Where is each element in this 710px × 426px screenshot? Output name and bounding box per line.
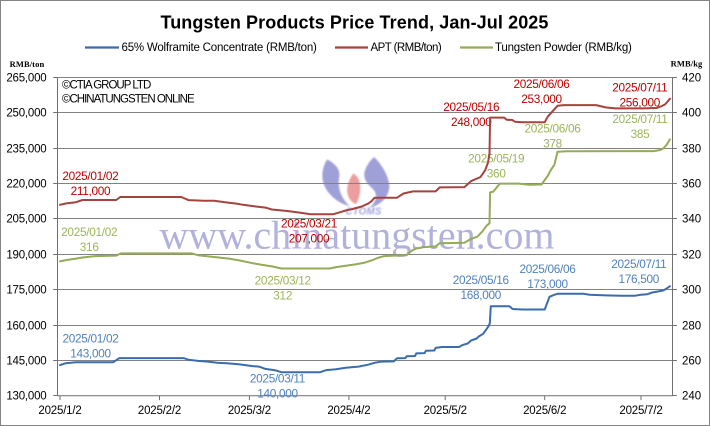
svg-text:312: 312 [273, 289, 292, 303]
svg-text:176,500: 176,500 [619, 272, 660, 286]
svg-text:65% Wolframite Concentrate (RM: 65% Wolframite Concentrate (RMB/ton) [122, 42, 318, 54]
svg-text:140,000: 140,000 [257, 387, 298, 401]
svg-text:160,000: 160,000 [6, 321, 46, 333]
svg-text:300: 300 [682, 285, 701, 297]
svg-text:RMB/kg: RMB/kg [671, 59, 703, 69]
svg-text:www.chinatungsten.com: www.chinatungsten.com [159, 212, 554, 257]
svg-text:2025/07/11: 2025/07/11 [611, 257, 666, 271]
svg-text:320: 320 [682, 250, 701, 262]
svg-text:2025/06/06: 2025/06/06 [524, 122, 581, 136]
svg-text:CTOMS: CTOMS [345, 206, 381, 217]
svg-text:2025/03/12: 2025/03/12 [255, 274, 311, 288]
svg-text:2025/05/16: 2025/05/16 [453, 273, 510, 287]
svg-text:RMB/ton: RMB/ton [10, 59, 45, 69]
svg-text:253,000: 253,000 [521, 92, 562, 106]
svg-text:205,000: 205,000 [6, 214, 46, 226]
svg-text:360: 360 [487, 167, 507, 181]
svg-text:2025/1/2: 2025/1/2 [38, 405, 81, 417]
svg-text:130,000: 130,000 [6, 391, 46, 403]
svg-text:250,000: 250,000 [6, 108, 46, 120]
svg-text:220,000: 220,000 [6, 179, 46, 191]
svg-text:190,000: 190,000 [6, 250, 46, 262]
svg-text:2025/03/11: 2025/03/11 [250, 372, 305, 386]
svg-text:Tungsten Products Price Trend,: Tungsten Products Price Trend, Jan-Jul 2… [160, 13, 548, 33]
svg-text:340: 340 [682, 214, 701, 226]
svg-text:143,000: 143,000 [70, 346, 111, 360]
svg-text:265,000: 265,000 [6, 73, 46, 85]
svg-text:378: 378 [543, 137, 563, 151]
svg-text:2025/5/2: 2025/5/2 [424, 405, 467, 417]
svg-text:280: 280 [682, 321, 701, 333]
svg-text:2025/6/2: 2025/6/2 [523, 405, 566, 417]
svg-text:385: 385 [631, 127, 651, 141]
svg-text:2025/07/11: 2025/07/11 [612, 81, 667, 95]
svg-text:380: 380 [682, 144, 701, 156]
svg-text:2025/2/2: 2025/2/2 [138, 405, 181, 417]
svg-text:168,000: 168,000 [461, 288, 502, 302]
svg-text:2025/05/16: 2025/05/16 [443, 100, 500, 114]
svg-text:2025/01/02: 2025/01/02 [61, 225, 117, 239]
svg-text:211,000: 211,000 [71, 184, 111, 198]
svg-text:240: 240 [682, 391, 701, 403]
svg-text:©CHINATUNGSTEN ONLINE: ©CHINATUNGSTEN ONLINE [62, 94, 195, 106]
svg-text:2025/07/11: 2025/07/11 [612, 112, 667, 126]
svg-text:2025/7/2: 2025/7/2 [619, 405, 662, 417]
svg-text:400: 400 [682, 108, 701, 120]
svg-text:248,000: 248,000 [451, 115, 492, 129]
svg-text:2025/06/06: 2025/06/06 [519, 262, 576, 276]
svg-text:APT (RMB/ton): APT (RMB/ton) [371, 42, 442, 54]
svg-text:173,000: 173,000 [527, 277, 568, 291]
svg-text:145,000: 145,000 [6, 356, 46, 368]
svg-text:235,000: 235,000 [6, 144, 46, 156]
svg-text:175,000: 175,000 [6, 285, 46, 297]
svg-text:2025/01/02: 2025/01/02 [62, 331, 118, 345]
svg-text:2025/03/21: 2025/03/21 [281, 217, 337, 231]
svg-text:360: 360 [682, 179, 701, 191]
svg-text:2025/05/19: 2025/05/19 [468, 152, 524, 166]
svg-text:207,000: 207,000 [289, 232, 330, 246]
svg-text:316: 316 [80, 240, 100, 254]
svg-text:Tungsten Powder (RMB/kg): Tungsten Powder (RMB/kg) [495, 42, 632, 54]
svg-text:2025/01/02: 2025/01/02 [62, 169, 118, 183]
svg-text:©CTIA GROUP LTD: ©CTIA GROUP LTD [62, 80, 151, 92]
svg-text:260: 260 [682, 356, 701, 368]
svg-text:256,000: 256,000 [620, 96, 661, 110]
svg-text:2025/4/2: 2025/4/2 [327, 405, 370, 417]
svg-text:2025/3/2: 2025/3/2 [228, 405, 271, 417]
svg-text:2025/06/06: 2025/06/06 [513, 77, 570, 91]
svg-text:420: 420 [682, 73, 701, 85]
